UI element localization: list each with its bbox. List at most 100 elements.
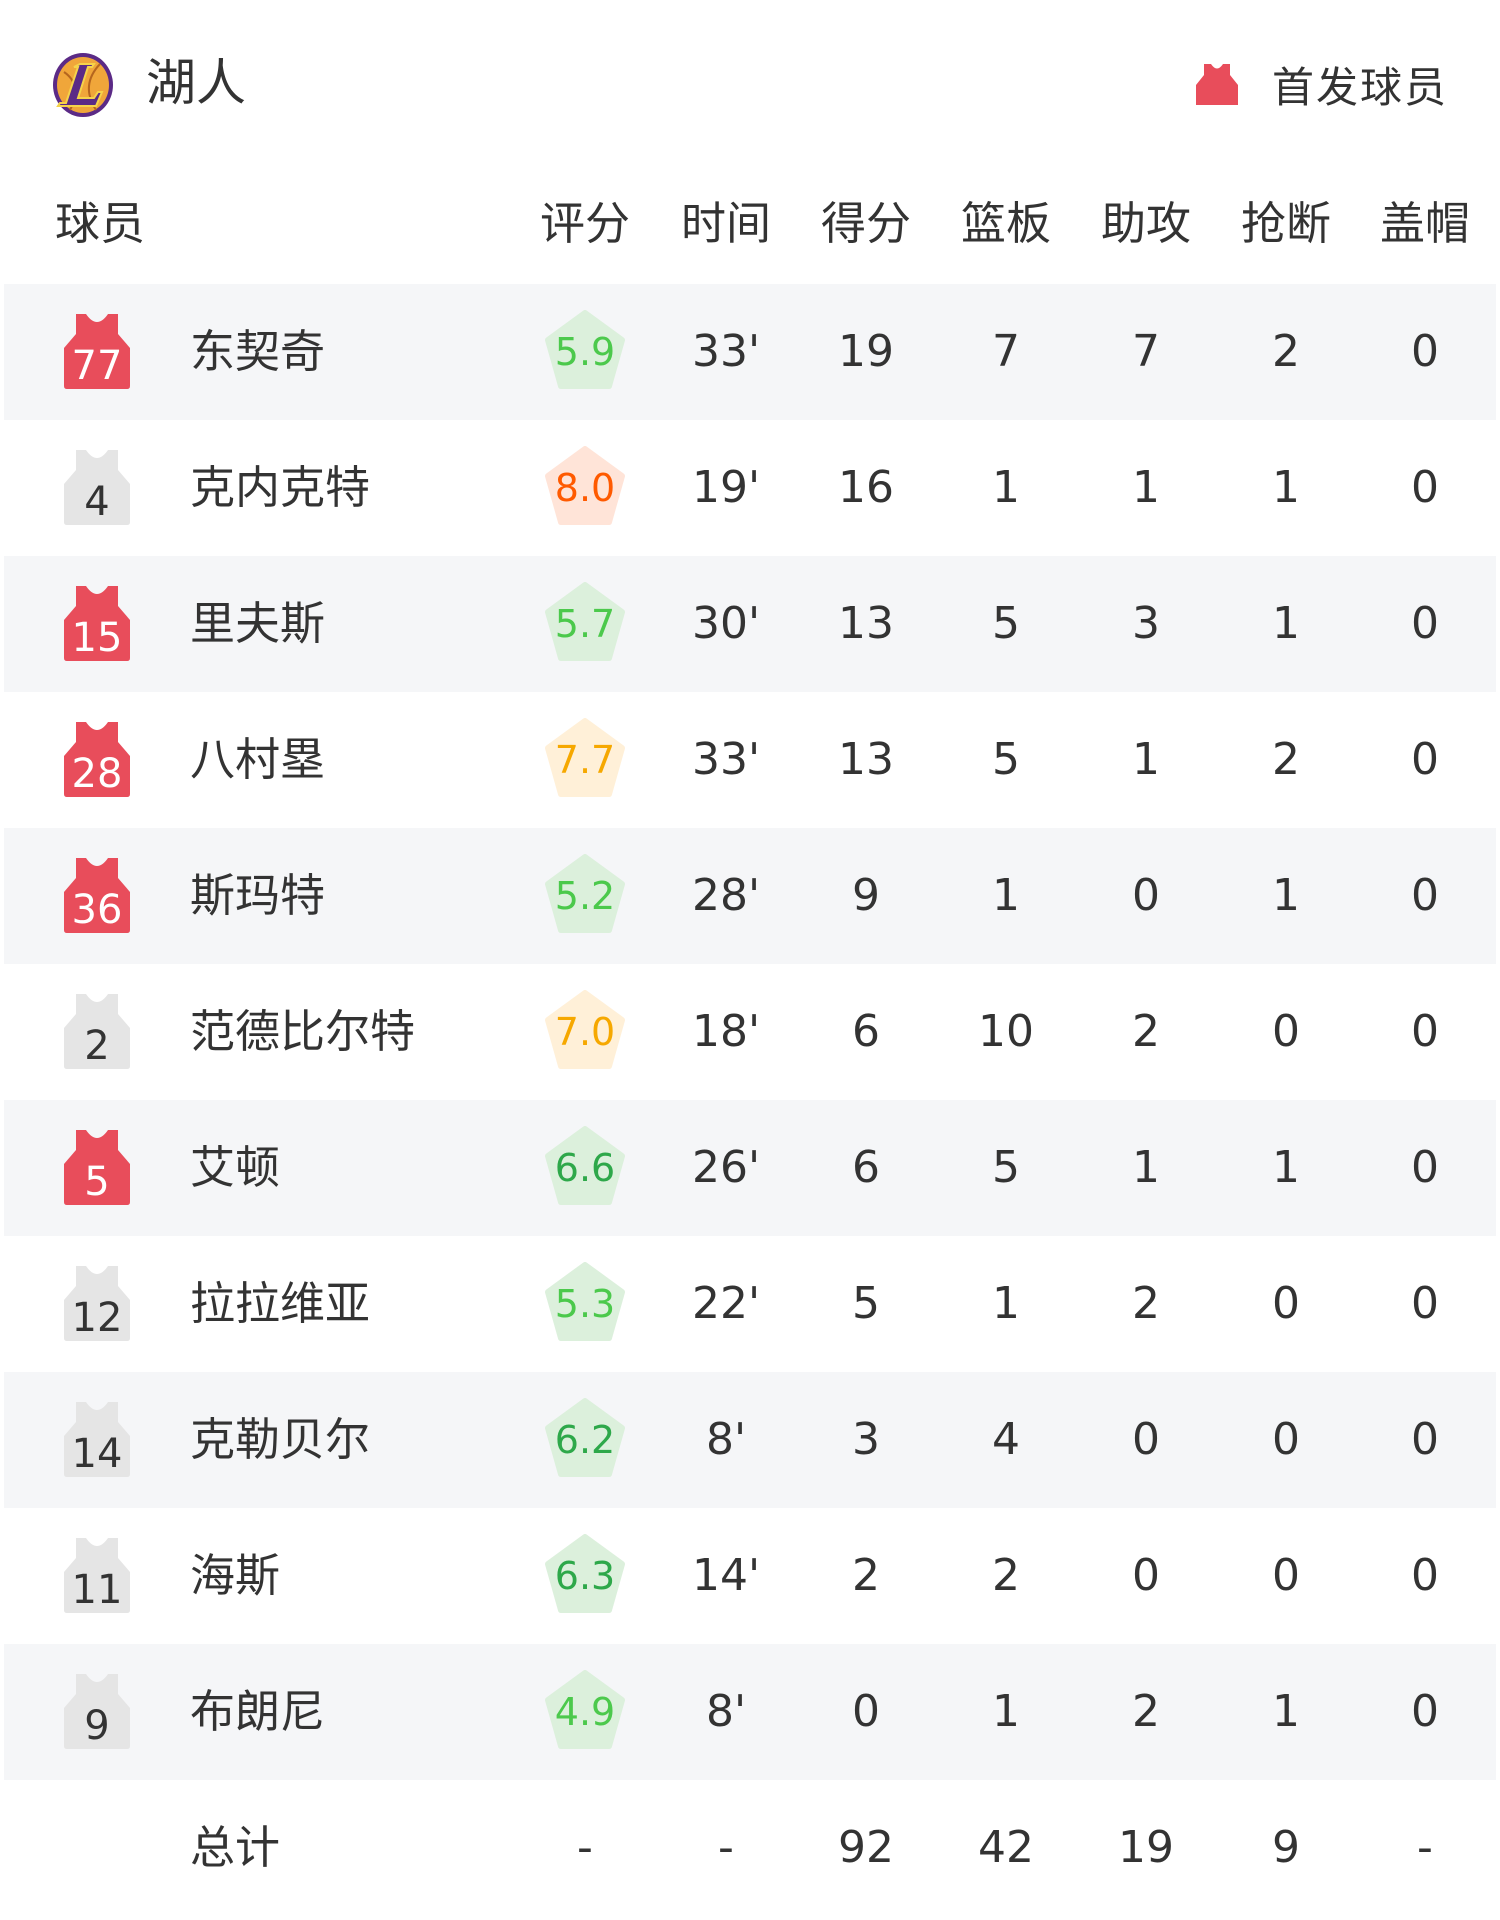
- bench-jersey-icon: 4: [62, 448, 132, 526]
- stat-assists: 3: [1132, 598, 1160, 649]
- stat-steals: 2: [1272, 734, 1300, 785]
- starter-jersey-icon: 77: [62, 312, 132, 390]
- header-points[interactable]: 得分: [820, 197, 911, 250]
- stat-rebounds: 4: [992, 1414, 1020, 1465]
- player-row[interactable]: 2 范德比尔特 7.0 18' 6 10 2 0 0: [4, 964, 1496, 1100]
- header-steals[interactable]: 抢断: [1240, 197, 1331, 250]
- totals-label: 总计: [190, 1821, 281, 1874]
- rating-badge: 8.0: [544, 446, 626, 526]
- player-name[interactable]: 八村塁: [190, 733, 326, 786]
- rating-value: 5.7: [554, 602, 616, 646]
- player-row[interactable]: 5 艾顿 6.6 26' 6 5 1 1 0: [4, 1100, 1496, 1236]
- rating-badge: 4.9: [544, 1670, 626, 1750]
- player-name[interactable]: 艾顿: [190, 1141, 281, 1194]
- jersey-shape: [64, 1130, 130, 1205]
- player-row[interactable]: 77 东契奇 5.9 33' 19 7 7 2 0: [4, 284, 1496, 420]
- starter-jersey-icon: 15: [62, 584, 132, 662]
- stat-steals: 2: [1272, 326, 1300, 377]
- stat-time: 8': [705, 1414, 747, 1465]
- rating-pentagon: [545, 582, 625, 661]
- stat-time: 19': [691, 462, 761, 513]
- stat-rebounds: 1: [992, 462, 1020, 513]
- stat-rebounds: 5: [992, 1142, 1020, 1193]
- player-row[interactable]: 36 斯玛特 5.2 28' 9 1 0 1 0: [4, 828, 1496, 964]
- jersey-number: 14: [71, 1431, 123, 1477]
- stat-time: 18': [691, 1006, 761, 1057]
- stat-assists: 0: [1132, 1550, 1160, 1601]
- stat-time: 30': [691, 598, 761, 649]
- jersey-number: 5: [84, 1159, 110, 1205]
- lakers-logo: [53, 53, 113, 117]
- stat-time: 26': [691, 1142, 761, 1193]
- rating-value: 6.6: [554, 1146, 616, 1190]
- bench-jersey-icon: 11: [62, 1536, 132, 1614]
- stat-assists: 1: [1132, 1142, 1160, 1193]
- stat-time: 14': [691, 1550, 761, 1601]
- stat-assists: 0: [1132, 870, 1160, 921]
- stat-steals: 1: [1272, 598, 1300, 649]
- jersey-shape: [64, 1266, 130, 1341]
- player-row[interactable]: 12 拉拉维亚 5.3 22' 5 1 2 0 0: [4, 1236, 1496, 1372]
- starter-jersey-icon: 28: [62, 720, 132, 798]
- stat-time: 28': [691, 870, 761, 921]
- starter-jersey-icon: 36: [62, 856, 132, 934]
- rating-value: 6.2: [554, 1418, 616, 1462]
- stat-steals: 1: [1272, 1686, 1300, 1737]
- stat-points: 19: [838, 326, 894, 377]
- total-rebounds: 42: [978, 1822, 1034, 1873]
- player-name[interactable]: 海斯: [190, 1549, 281, 1602]
- player-row[interactable]: 14 克勒贝尔 6.2 8' 3 4 0 0 0: [4, 1372, 1496, 1508]
- player-name[interactable]: 拉拉维亚: [190, 1277, 371, 1330]
- header-assists[interactable]: 助攻: [1100, 197, 1191, 250]
- jersey-shape: [64, 1402, 130, 1477]
- stat-points: 13: [838, 734, 894, 785]
- player-name[interactable]: 里夫斯: [190, 597, 326, 650]
- player-name[interactable]: 范德比尔特: [190, 1005, 416, 1058]
- rating-pentagon: [545, 990, 625, 1069]
- player-row[interactable]: 15 里夫斯 5.7 30' 13 5 3 1 0: [4, 556, 1496, 692]
- bench-jersey-icon: 14: [62, 1400, 132, 1478]
- stat-steals: 0: [1272, 1414, 1300, 1465]
- header-rebounds[interactable]: 篮板: [960, 197, 1051, 250]
- stat-steals: 1: [1272, 1142, 1300, 1193]
- player-name[interactable]: 布朗尼: [190, 1685, 326, 1738]
- player-name[interactable]: 东契奇: [190, 325, 326, 378]
- stat-assists: 2: [1132, 1278, 1160, 1329]
- jersey-shape: [64, 1538, 130, 1613]
- header-rating[interactable]: 评分: [539, 197, 630, 250]
- stat-blocks: 0: [1411, 1550, 1439, 1601]
- stat-assists: 1: [1132, 462, 1160, 513]
- stat-points: 6: [852, 1142, 880, 1193]
- starter-legend-label: 首发球员: [1271, 62, 1448, 112]
- stat-points: 16: [838, 462, 894, 513]
- rating-pentagon: [545, 1670, 625, 1749]
- rating-badge: 6.6: [544, 1126, 626, 1206]
- header-blocks[interactable]: 盖帽: [1379, 197, 1470, 250]
- stat-points: 5: [852, 1278, 880, 1329]
- player-name[interactable]: 克内克特: [190, 461, 371, 514]
- stat-steals: 1: [1272, 870, 1300, 921]
- jersey-shape: [64, 1674, 130, 1749]
- player-row[interactable]: 9 布朗尼 4.9 8' 0 1 2 1 0: [4, 1644, 1496, 1780]
- stat-assists: 2: [1132, 1686, 1160, 1737]
- rating-value: 7.0: [554, 1010, 616, 1054]
- stat-blocks: 0: [1411, 734, 1439, 785]
- header-time[interactable]: 时间: [680, 197, 771, 250]
- stat-time: 33': [691, 326, 761, 377]
- jersey-number: 12: [71, 1295, 123, 1341]
- stat-rebounds: 7: [992, 326, 1020, 377]
- player-row[interactable]: 11 海斯 6.3 14' 2 2 0 0 0: [4, 1508, 1496, 1644]
- stat-points: 3: [852, 1414, 880, 1465]
- header-player: 球员: [55, 197, 146, 250]
- stat-steals: 0: [1272, 1550, 1300, 1601]
- rating-pentagon: [545, 718, 625, 797]
- player-row[interactable]: 4 克内克特 8.0 19' 16 1 1 1 0: [4, 420, 1496, 556]
- total-assists: 19: [1118, 1822, 1174, 1873]
- jersey-shape: [64, 858, 130, 933]
- stat-assists: 0: [1132, 1414, 1160, 1465]
- player-name[interactable]: 克勒贝尔: [190, 1413, 371, 1466]
- rating-pentagon: [545, 310, 625, 389]
- player-name[interactable]: 斯玛特: [190, 869, 326, 922]
- player-row[interactable]: 28 八村塁 7.7 33' 13 5 1 2 0: [4, 692, 1496, 828]
- stat-time: 22': [691, 1278, 761, 1329]
